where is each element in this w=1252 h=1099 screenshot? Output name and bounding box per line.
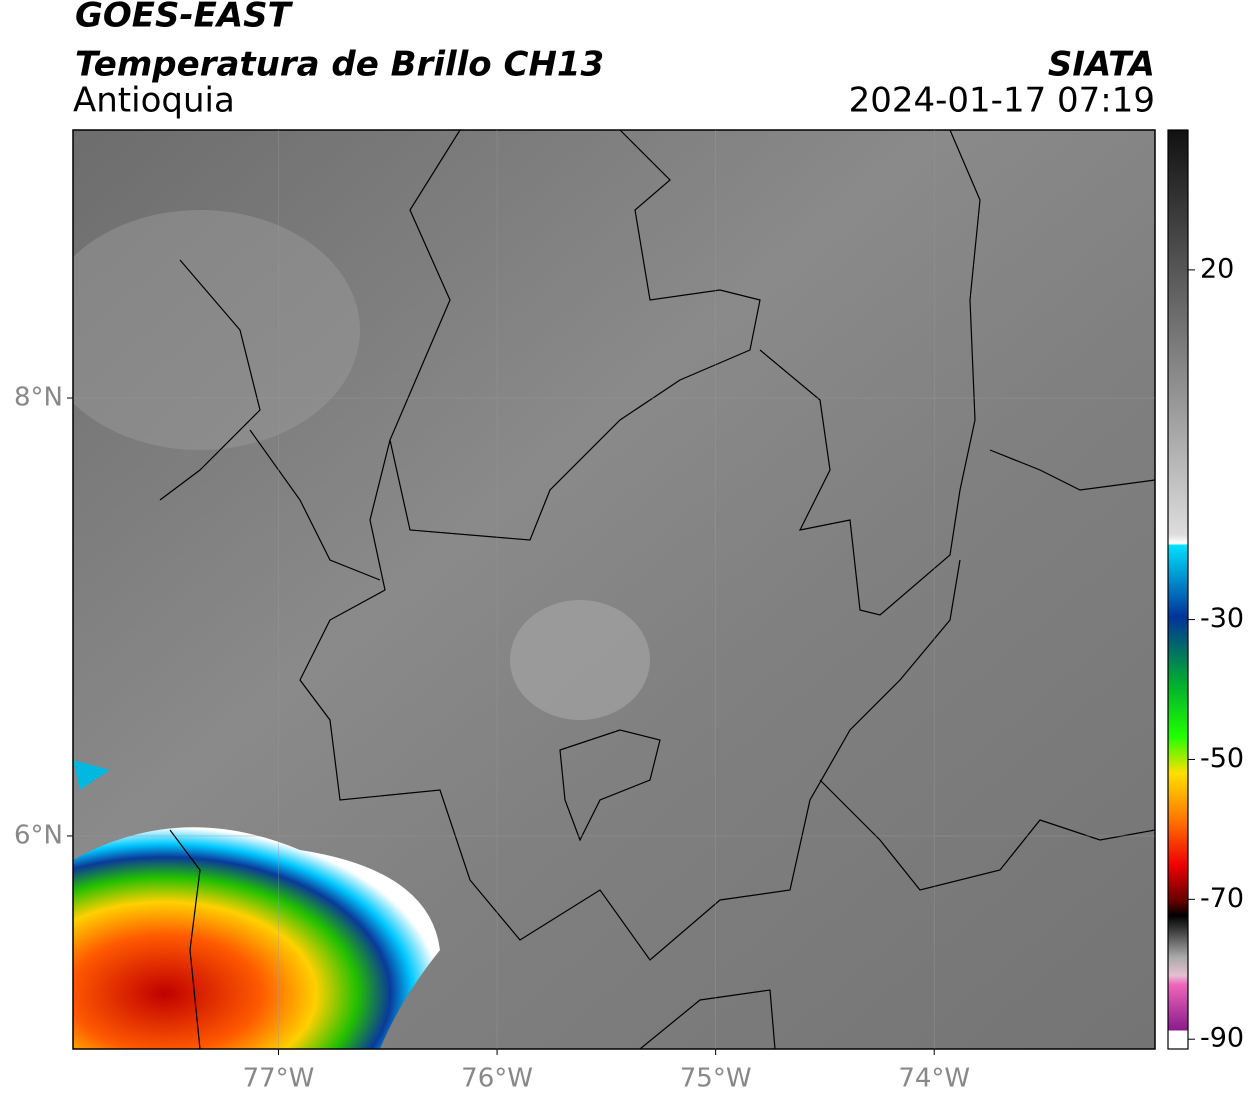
colorbar bbox=[1167, 129, 1189, 1050]
lat-tick-label: 8°N bbox=[14, 383, 63, 413]
lon-tick-label: 77°W bbox=[243, 1064, 315, 1094]
colorbar-tick-label: -30 bbox=[1200, 603, 1244, 634]
subtitle: Temperatura de Brillo CH13 bbox=[75, 45, 604, 85]
colorbar-tick-label: -90 bbox=[1200, 1023, 1244, 1054]
colorbar-tick-label: 20 bbox=[1200, 253, 1234, 284]
lon-tick-label: 76°W bbox=[461, 1064, 533, 1094]
lat-tick-label: 6°N bbox=[14, 820, 63, 850]
map-image bbox=[73, 130, 1155, 1049]
source: SIATA bbox=[1048, 45, 1155, 85]
lon-tick-label: 75°W bbox=[680, 1064, 752, 1094]
title: GOES-EAST bbox=[75, 0, 294, 36]
timestamp: 2024-01-17 07:19 bbox=[849, 81, 1155, 121]
region: Antioquia bbox=[73, 81, 235, 121]
lon-tick-label: 74°W bbox=[898, 1064, 970, 1094]
colorbar-tick-label: -70 bbox=[1200, 883, 1244, 914]
map-frame bbox=[72, 129, 1156, 1050]
colorbar-tick-label: -50 bbox=[1200, 743, 1244, 774]
